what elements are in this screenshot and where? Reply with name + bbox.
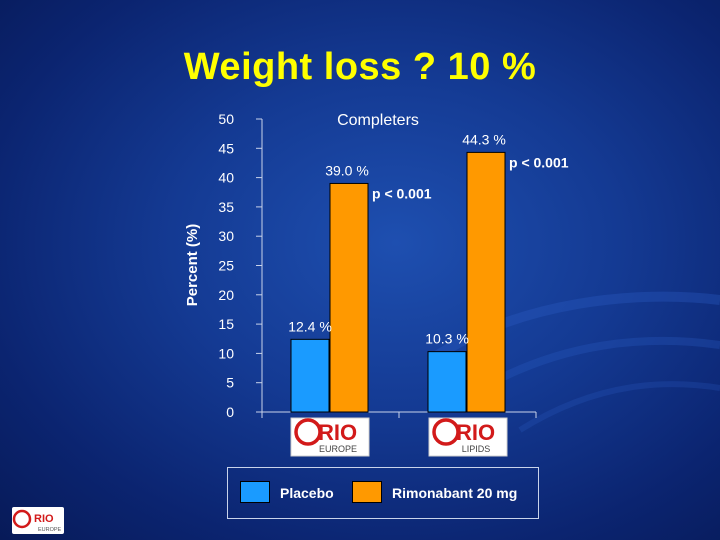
category-label-sub: LIPIDS xyxy=(462,444,491,454)
slide-title: Weight loss ? 10 % xyxy=(183,46,537,88)
p-value-annotation: p < 0.001 xyxy=(509,154,569,170)
bar-rimonabant-2 xyxy=(466,151,506,413)
data-label: 44.3 % xyxy=(462,131,506,147)
y-tick-label: 25 xyxy=(218,258,234,274)
category-label-brand: RIO xyxy=(318,420,357,445)
svg-text:RIO: RIO xyxy=(34,513,54,525)
y-tick-label: 10 xyxy=(218,345,234,361)
legend-swatch-placebo xyxy=(240,481,270,503)
data-label: 12.4 % xyxy=(288,318,332,334)
y-tick-label: 40 xyxy=(218,170,234,186)
category-label-brand: RIO xyxy=(456,420,495,445)
y-tick-label: 20 xyxy=(218,287,234,303)
bar-placebo-1 xyxy=(290,338,330,413)
y-tick-label: 35 xyxy=(218,199,234,215)
chart-title: Completers xyxy=(337,112,419,129)
bar-placebo-2 xyxy=(427,351,467,413)
legend-swatch-rimonabant xyxy=(352,481,382,503)
y-tick-label: 50 xyxy=(218,111,234,127)
rio-logo-icon xyxy=(432,418,460,446)
data-label: 39.0 % xyxy=(325,162,369,178)
y-tick-label: 30 xyxy=(218,228,234,244)
y-tick-label: 15 xyxy=(218,316,234,332)
rio-logo-icon: RIO EUROPE xyxy=(12,509,62,533)
y-tick-label: 0 xyxy=(226,404,234,420)
category-label-sub: EUROPE xyxy=(319,444,357,454)
y-tick-label: 45 xyxy=(218,140,234,156)
p-value-annotation: p < 0.001 xyxy=(372,185,432,201)
bar-rimonabant-1 xyxy=(329,182,369,413)
logo-background xyxy=(290,417,370,457)
y-axis-label: Percent (%) xyxy=(184,224,201,307)
y-tick-label: 5 xyxy=(226,375,234,391)
svg-text:EUROPE: EUROPE xyxy=(38,527,62,533)
chart-legend: Placebo Rimonabant 20 mg xyxy=(227,467,539,519)
legend-label-placebo: Placebo xyxy=(280,485,334,501)
logo-background xyxy=(428,417,508,457)
data-label: 10.3 % xyxy=(425,331,469,347)
legend-label-rimonabant: Rimonabant 20 mg xyxy=(392,485,518,501)
rio-logo-icon xyxy=(294,418,322,446)
rio-europe-corner-logo: RIO EUROPE xyxy=(12,507,64,534)
